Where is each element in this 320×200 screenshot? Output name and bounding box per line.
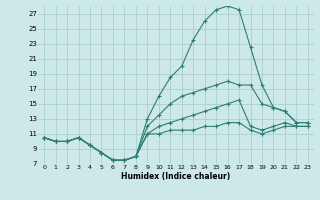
X-axis label: Humidex (Indice chaleur): Humidex (Indice chaleur) xyxy=(121,172,231,181)
